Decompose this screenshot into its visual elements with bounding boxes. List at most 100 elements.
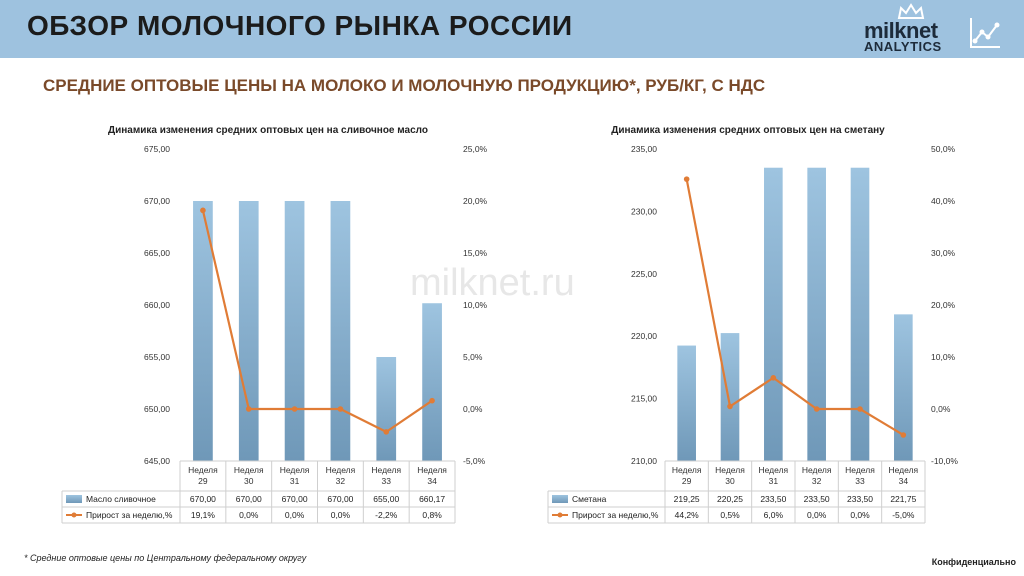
y2-tick-label: 25,0% [463, 144, 488, 154]
bar-value-label: 221,75 [890, 494, 916, 504]
y2-tick-label: 30,0% [931, 248, 956, 258]
y2-tick-label: 40,0% [931, 196, 956, 206]
growth-point [245, 406, 252, 412]
growth-value-label: 19,1% [191, 510, 216, 520]
y2-tick-label: 20,0% [463, 196, 488, 206]
bar [894, 314, 913, 461]
category-label: Неделя [845, 465, 875, 475]
growth-value-label: -2,2% [375, 510, 398, 520]
bar-value-label: 233,50 [804, 494, 830, 504]
y-tick-label: 655,00 [144, 352, 170, 362]
y-tick-label: 210,00 [631, 456, 657, 466]
growth-value-label: 0,5% [720, 510, 740, 520]
growth-point [683, 176, 690, 182]
y2-tick-label: 10,0% [463, 300, 488, 310]
bar [720, 333, 740, 461]
y-tick-label: 660,00 [144, 300, 170, 310]
category-label: 34 [427, 476, 437, 486]
logo-subtitle: ANALYTICS [864, 39, 942, 54]
bar [284, 201, 305, 461]
legend-bar-swatch [66, 495, 82, 503]
legend-line-marker [71, 512, 77, 518]
y-tick-label: 665,00 [144, 248, 170, 258]
bar [330, 201, 351, 461]
bar-value-label: 660,17 [419, 494, 445, 504]
growth-value-label: -5,0% [892, 510, 915, 520]
growth-value-label: 0,0% [331, 510, 351, 520]
legend-bar-label: Сметана [572, 494, 607, 504]
growth-point [337, 406, 344, 412]
category-label: 30 [244, 476, 254, 486]
bar-value-label: 219,25 [674, 494, 700, 504]
footnote: * Средние оптовые цены по Центральному ф… [24, 553, 307, 563]
category-label: 31 [290, 476, 300, 486]
bar [807, 167, 826, 461]
chart-title: Динамика изменения средних оптовых цен н… [611, 125, 885, 136]
growth-point [900, 432, 907, 438]
crown-icon [897, 3, 925, 19]
growth-value-label: 0,8% [422, 510, 442, 520]
logo: milknet ANALYTICS [856, 2, 1006, 56]
y2-tick-label: 0,0% [463, 404, 483, 414]
legend-line-marker [557, 512, 563, 518]
y-tick-label: 220,00 [631, 331, 657, 341]
growth-value-label: 0,0% [850, 510, 870, 520]
bar [193, 201, 213, 461]
y-tick-label: 670,00 [144, 196, 170, 206]
growth-value-label: 6,0% [764, 510, 784, 520]
growth-line [685, 178, 904, 436]
category-label: Неделя [802, 465, 832, 475]
growth-value-label: 0,0% [807, 510, 827, 520]
bar-value-label: 670,00 [327, 494, 353, 504]
growth-point [727, 403, 733, 410]
bar-value-label: 220,25 [717, 494, 743, 504]
category-label: 30 [725, 476, 735, 486]
bar [376, 357, 397, 461]
category-label: Неделя [759, 465, 789, 475]
y-tick-label: 225,00 [631, 269, 657, 279]
growth-point [200, 207, 206, 214]
butter-price-chart: Динамика изменения средних оптовых цен н… [61, 125, 488, 524]
category-label: Неделя [672, 465, 702, 475]
category-label: 34 [899, 476, 909, 486]
legend-bar-swatch [552, 495, 568, 503]
logo-brand: milknet [864, 18, 938, 43]
category-label: Неделя [280, 465, 310, 475]
category-label: Неделя [417, 465, 447, 475]
growth-point [291, 406, 298, 412]
sour-cream-price-chart: Динамика изменения средних оптовых цен н… [547, 125, 958, 524]
growth-value-label: 0,0% [285, 510, 305, 520]
category-label: Неделя [889, 465, 919, 475]
bar-value-label: 233,50 [847, 494, 873, 504]
y2-tick-label: 0,0% [931, 404, 951, 414]
category-label: 33 [382, 476, 392, 486]
y-tick-label: 215,00 [631, 394, 657, 404]
y2-tick-label: -5,0% [463, 456, 486, 466]
category-label: 29 [682, 476, 692, 486]
bar-value-label: 670,00 [190, 494, 216, 504]
bar-value-label: 233,50 [760, 494, 786, 504]
growth-point [429, 397, 435, 404]
y2-tick-label: 5,0% [463, 352, 483, 362]
y-tick-label: 235,00 [631, 144, 657, 154]
category-label: Неделя [188, 465, 218, 475]
y-tick-label: 675,00 [144, 144, 170, 154]
legend-line-label: Прирост за неделю,% [572, 510, 659, 520]
y2-tick-label: 15,0% [463, 248, 488, 258]
bar [850, 167, 870, 461]
category-label: 32 [812, 476, 822, 486]
legend-bar-label: Масло сливочное [86, 494, 156, 504]
bar-value-label: 670,00 [282, 494, 308, 504]
bar-value-label: 655,00 [373, 494, 399, 504]
category-label: 32 [336, 476, 346, 486]
bar [764, 167, 783, 461]
y2-tick-label: 10,0% [931, 352, 956, 362]
category-label: 31 [769, 476, 779, 486]
y2-tick-label: 50,0% [931, 144, 956, 154]
growth-point [770, 375, 777, 381]
bar [422, 303, 442, 461]
y-tick-label: 650,00 [144, 404, 170, 414]
bar-value-label: 670,00 [236, 494, 262, 504]
category-label: 29 [198, 476, 208, 486]
category-label: Неделя [371, 465, 401, 475]
